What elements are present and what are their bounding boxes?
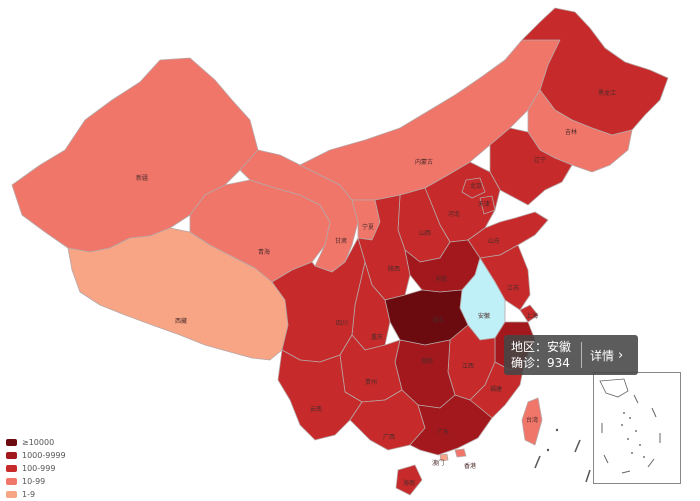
province-hainan[interactable] xyxy=(395,464,423,496)
region-tooltip: 地区：安徽 确诊：934 详情 › xyxy=(504,335,638,375)
legend-swatch xyxy=(6,491,17,498)
inset-map xyxy=(599,378,661,474)
legend-item-1000-9999[interactable]: 1000-9999 xyxy=(6,449,66,462)
map-legend: ≥10000 1000-9999 100-999 10-99 1-9 xyxy=(6,436,66,501)
south-china-sea-inset xyxy=(593,372,681,484)
province-beijing[interactable] xyxy=(461,177,486,199)
legend-label: ≥10000 xyxy=(22,438,55,447)
legend-swatch xyxy=(6,452,17,459)
details-label: 详情 xyxy=(590,348,615,363)
legend-item-100-999[interactable]: 100-999 xyxy=(6,462,66,475)
sea-border-mark xyxy=(574,439,581,453)
sea-border-mark xyxy=(585,469,591,483)
legend-label: 100-999 xyxy=(22,464,56,473)
legend-item-10000-plus[interactable]: ≥10000 xyxy=(6,436,66,449)
legend-item-10-99[interactable]: 10-99 xyxy=(6,475,66,488)
tooltip-region: 地区：安徽 xyxy=(511,340,572,354)
province-hubei[interactable] xyxy=(384,289,469,346)
tooltip-text: 地区：安徽 确诊：934 xyxy=(504,339,571,371)
island-dot xyxy=(546,448,550,452)
province-guangdong[interactable] xyxy=(409,394,493,456)
legend-label: 10-99 xyxy=(22,477,46,486)
sea-border-mark xyxy=(534,455,541,469)
legend-swatch xyxy=(6,439,17,446)
province-sichuan[interactable] xyxy=(271,237,366,363)
island-dot xyxy=(555,428,559,432)
legend-label: 1000-9999 xyxy=(22,451,66,460)
province-macau[interactable] xyxy=(439,453,449,462)
legend-swatch xyxy=(6,478,17,485)
legend-item-1-9[interactable]: 1-9 xyxy=(6,488,66,501)
province-label: 香港 xyxy=(464,462,476,470)
province-shanghai[interactable] xyxy=(519,304,539,323)
province-tianjin[interactable] xyxy=(479,195,496,215)
tooltip-divider xyxy=(581,342,583,368)
province-hongkong[interactable] xyxy=(454,448,467,458)
legend-label: 1-9 xyxy=(22,490,36,499)
details-button[interactable]: 详情 › xyxy=(590,347,623,364)
province-taiwan[interactable] xyxy=(521,397,543,446)
legend-swatch xyxy=(6,465,17,472)
chevron-right-icon: › xyxy=(618,347,624,363)
tooltip-confirmed: 确诊：934 xyxy=(511,356,570,370)
